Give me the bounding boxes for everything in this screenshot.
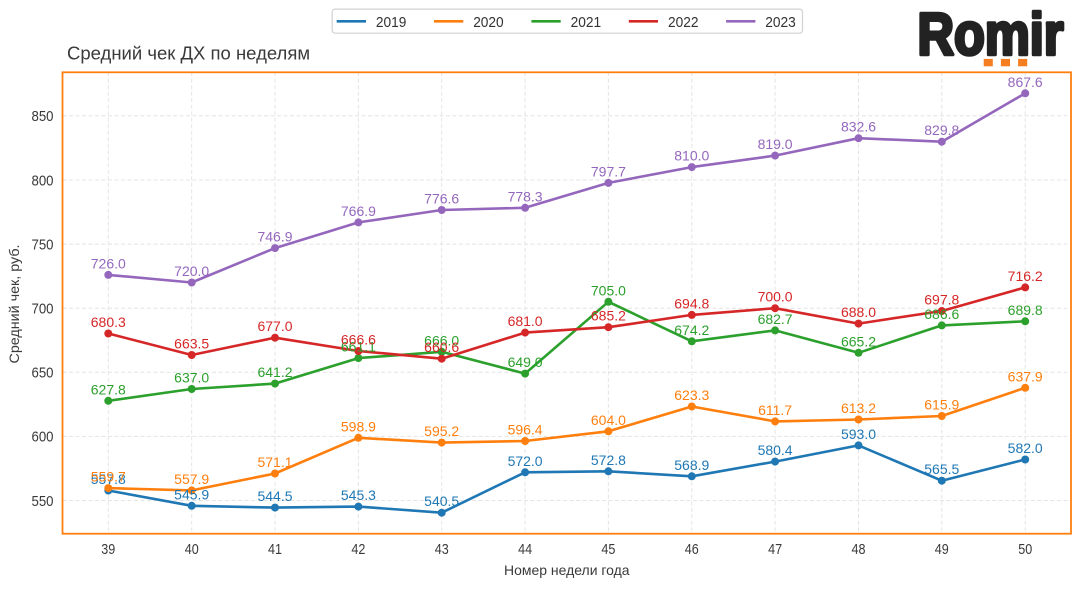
svg-text:685.2: 685.2: [591, 308, 626, 324]
svg-text:2020: 2020: [473, 14, 504, 31]
svg-text:746.9: 746.9: [257, 229, 292, 245]
svg-text:700.0: 700.0: [758, 289, 793, 305]
svg-text:Romir: Romir: [918, 2, 1064, 68]
svg-text:Номер недели года: Номер недели года: [504, 562, 630, 578]
svg-text:627.8: 627.8: [91, 381, 126, 397]
svg-text:650: 650: [32, 365, 54, 382]
svg-text:623.3: 623.3: [674, 387, 709, 403]
svg-text:42: 42: [351, 541, 365, 558]
svg-text:44: 44: [518, 541, 532, 558]
svg-text:565.5: 565.5: [924, 461, 959, 477]
svg-text:47: 47: [768, 541, 782, 558]
svg-text:867.6: 867.6: [1008, 74, 1043, 90]
svg-text:582.0: 582.0: [1008, 440, 1043, 456]
svg-text:572.8: 572.8: [591, 452, 626, 468]
svg-text:776.6: 776.6: [424, 191, 459, 207]
svg-text:778.3: 778.3: [508, 188, 543, 204]
svg-text:797.7: 797.7: [591, 163, 626, 179]
svg-text:686.6: 686.6: [924, 306, 959, 322]
svg-text:604.0: 604.0: [591, 412, 626, 428]
svg-text:716.2: 716.2: [1008, 268, 1043, 284]
svg-text:544.5: 544.5: [257, 488, 292, 504]
svg-text:613.2: 613.2: [841, 400, 876, 416]
svg-text:593.0: 593.0: [841, 426, 876, 442]
svg-text:50: 50: [1018, 541, 1032, 558]
svg-text:48: 48: [852, 541, 866, 558]
svg-text:43: 43: [435, 541, 449, 558]
svg-text:2023: 2023: [765, 14, 796, 31]
svg-text:663.5: 663.5: [174, 336, 209, 352]
svg-text:49: 49: [935, 541, 949, 558]
svg-text:545.9: 545.9: [174, 486, 209, 502]
svg-text:637.9: 637.9: [1008, 368, 1043, 384]
svg-text:2022: 2022: [668, 14, 699, 31]
svg-text:45: 45: [601, 541, 615, 558]
svg-text:705.0: 705.0: [591, 282, 626, 298]
svg-text:677.0: 677.0: [257, 318, 292, 334]
svg-text:688.0: 688.0: [841, 304, 876, 320]
svg-text:766.9: 766.9: [341, 203, 376, 219]
svg-text:680.3: 680.3: [91, 314, 126, 330]
svg-text:2021: 2021: [571, 14, 602, 31]
svg-text:829.8: 829.8: [924, 122, 959, 138]
svg-text:666.0: 666.0: [424, 332, 459, 348]
svg-text:819.0: 819.0: [758, 136, 793, 152]
svg-text:682.7: 682.7: [758, 311, 793, 327]
svg-text:674.2: 674.2: [674, 322, 709, 338]
svg-text:611.7: 611.7: [758, 402, 792, 418]
svg-text:550: 550: [32, 493, 54, 510]
svg-text:540.5: 540.5: [424, 493, 459, 509]
svg-text:810.0: 810.0: [674, 148, 709, 164]
svg-text:832.6: 832.6: [841, 119, 876, 135]
svg-text:726.0: 726.0: [91, 255, 126, 271]
svg-text:681.0: 681.0: [508, 313, 543, 329]
svg-text:665.2: 665.2: [841, 333, 876, 349]
svg-text:615.9: 615.9: [924, 397, 959, 413]
svg-text:697.8: 697.8: [924, 292, 959, 308]
svg-text:689.8: 689.8: [1008, 302, 1043, 318]
svg-text:660.6: 660.6: [424, 339, 459, 355]
svg-text:40: 40: [185, 541, 199, 558]
svg-text:46: 46: [685, 541, 699, 558]
svg-text:559.7: 559.7: [91, 469, 126, 485]
svg-text:568.9: 568.9: [674, 457, 709, 473]
svg-text:Средний чек ДХ по неделям: Средний чек ДХ по неделям: [67, 43, 310, 64]
svg-text:850: 850: [32, 108, 54, 125]
svg-text:557.9: 557.9: [174, 471, 209, 487]
svg-text:Средний чек, руб.: Средний чек, руб.: [6, 245, 22, 364]
svg-text:580.4: 580.4: [758, 442, 793, 458]
svg-text:2019: 2019: [376, 14, 407, 31]
svg-text:557.8: 557.8: [91, 471, 126, 487]
svg-text:641.2: 641.2: [257, 364, 292, 380]
svg-text:666.6: 666.6: [341, 332, 376, 348]
svg-text:694.8: 694.8: [674, 295, 709, 311]
svg-text:571.1: 571.1: [257, 454, 292, 470]
svg-text:545.3: 545.3: [341, 487, 376, 503]
svg-text:637.0: 637.0: [174, 370, 209, 386]
svg-text:661.1: 661.1: [341, 339, 376, 355]
svg-text:750: 750: [32, 236, 54, 253]
svg-text:600: 600: [32, 429, 54, 446]
svg-text:649.0: 649.0: [508, 354, 543, 370]
svg-text:41: 41: [268, 541, 282, 558]
svg-text:700: 700: [32, 301, 54, 318]
svg-text:598.9: 598.9: [341, 418, 376, 434]
svg-text:800: 800: [32, 172, 54, 189]
svg-text:720.0: 720.0: [174, 263, 209, 279]
svg-text:595.2: 595.2: [424, 423, 459, 439]
svg-text:596.4: 596.4: [508, 422, 543, 438]
svg-text:39: 39: [101, 541, 115, 558]
svg-text:572.0: 572.0: [508, 453, 543, 469]
